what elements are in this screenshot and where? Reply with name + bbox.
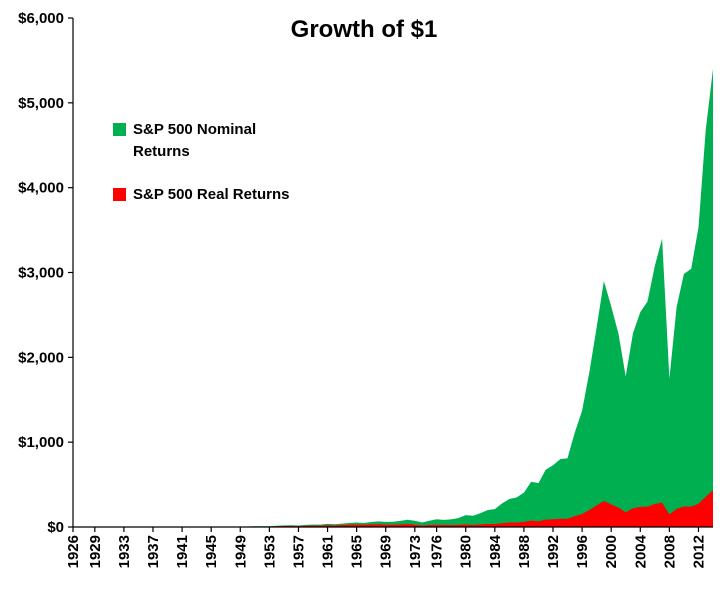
y-tick-label: $2,000	[18, 349, 64, 366]
x-tick-label: 1969	[378, 535, 395, 568]
x-tick-label: 1953	[261, 535, 278, 568]
x-tick-label: 1992	[545, 535, 562, 568]
y-tick-label: $3,000	[18, 265, 64, 282]
x-tick-label: 1984	[487, 534, 504, 568]
x-tick-label: 2008	[661, 535, 678, 568]
x-tick-label: 1965	[349, 535, 366, 568]
x-tick-label: 1976	[429, 535, 446, 568]
x-tick-label: 1941	[174, 535, 191, 568]
x-tick-label: 1926	[65, 535, 82, 568]
x-tick-label: 1929	[87, 535, 104, 568]
x-tick-label: 1980	[458, 535, 475, 568]
x-tick-label: 1973	[407, 535, 424, 568]
x-tick-label: 1961	[320, 535, 337, 568]
x-tick-label: 1957	[290, 535, 307, 568]
real-legend-label: S&P 500 Real Returns	[133, 186, 290, 203]
chart-title: Growth of $1	[290, 16, 438, 43]
y-tick-label: $0	[47, 519, 64, 536]
x-tick-label: 1949	[232, 535, 249, 568]
x-tick-label: 2000	[603, 535, 620, 568]
legend-item-nominal: S&P 500 Nominal Returns	[113, 119, 289, 163]
y-tick-label: $6,000	[18, 10, 64, 27]
nominal-legend-swatch-icon	[113, 123, 126, 136]
x-tick-label: 1933	[116, 535, 133, 568]
x-tick-label: 1988	[516, 535, 533, 568]
real-returns-area	[73, 490, 713, 527]
x-tick-label: 1945	[203, 535, 220, 568]
x-tick-label: 1996	[574, 535, 591, 568]
real-legend-swatch-icon	[113, 188, 126, 201]
legend-item-real: S&P 500 Real Returns	[113, 184, 289, 206]
nominal-returns-area	[73, 68, 713, 528]
y-tick-label: $4,000	[18, 180, 64, 197]
x-tick-label: 2004	[632, 534, 649, 568]
y-tick-label: $5,000	[18, 95, 64, 112]
nominal-legend-label-line2: Returns	[133, 143, 190, 160]
x-tick-label: 1937	[145, 535, 162, 568]
y-tick-label: $1,000	[18, 434, 64, 451]
x-tick-label: 2012	[690, 535, 707, 568]
nominal-legend-label-line1: S&P 500 Nominal	[133, 121, 257, 138]
legend: S&P 500 Nominal Returns S&P 500 Real Ret…	[113, 119, 289, 227]
